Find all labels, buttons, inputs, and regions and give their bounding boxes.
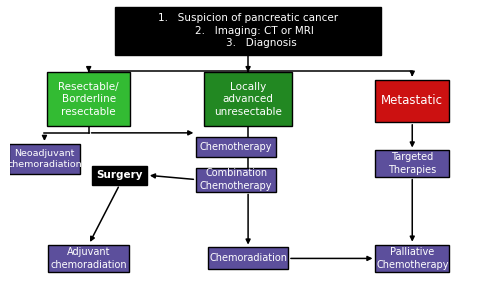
Text: Palliative
Chemotherapy: Palliative Chemotherapy (376, 247, 449, 270)
Text: Chemotherapy: Chemotherapy (200, 142, 273, 152)
Text: Resectable/
Borderline
resectable: Resectable/ Borderline resectable (58, 82, 119, 117)
Text: Surgery: Surgery (96, 170, 143, 180)
FancyBboxPatch shape (9, 144, 80, 175)
Text: 1.   Suspicion of pancreatic cancer
    2.   Imaging: CT or MRI
        3.   Dia: 1. Suspicion of pancreatic cancer 2. Ima… (158, 13, 338, 48)
FancyBboxPatch shape (115, 7, 382, 55)
FancyBboxPatch shape (375, 245, 449, 272)
FancyBboxPatch shape (196, 137, 276, 157)
FancyBboxPatch shape (375, 150, 449, 177)
Text: Chemoradiation: Chemoradiation (209, 253, 287, 263)
Text: Neoadjuvant
chemoradiation: Neoadjuvant chemoradiation (7, 149, 82, 169)
Text: Adjuvant
chemoradiation: Adjuvant chemoradiation (51, 247, 127, 270)
FancyBboxPatch shape (375, 79, 449, 122)
Text: Metastatic: Metastatic (381, 94, 443, 107)
FancyBboxPatch shape (47, 72, 130, 126)
FancyBboxPatch shape (208, 247, 288, 269)
FancyBboxPatch shape (92, 166, 147, 185)
Text: Combination
Chemotherapy: Combination Chemotherapy (200, 168, 273, 191)
FancyBboxPatch shape (196, 168, 276, 192)
Text: Locally
advanced
unresectable: Locally advanced unresectable (214, 82, 282, 117)
FancyBboxPatch shape (204, 72, 292, 126)
Text: Targeted
Therapies: Targeted Therapies (388, 152, 436, 175)
FancyBboxPatch shape (48, 245, 129, 272)
